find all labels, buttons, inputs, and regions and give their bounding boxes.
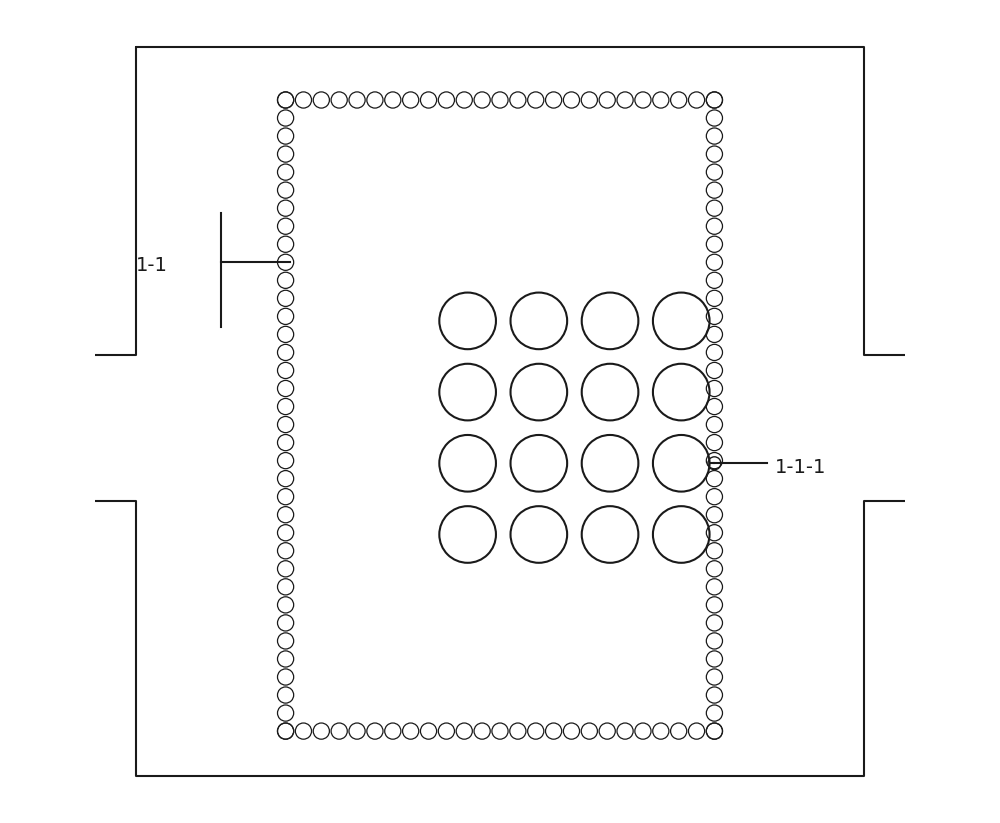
Text: 1-1: 1-1 bbox=[136, 256, 168, 276]
Text: 1-1-1: 1-1-1 bbox=[775, 458, 826, 477]
